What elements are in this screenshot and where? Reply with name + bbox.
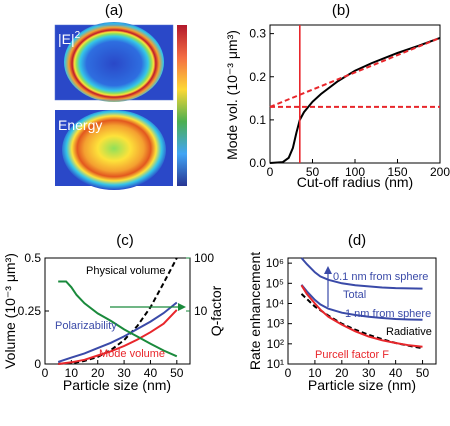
panel-d-xlabel: Particle size (nm) bbox=[308, 377, 416, 393]
c-series-3 bbox=[58, 280, 178, 358]
physical-volume-annotation: Physical volume bbox=[86, 265, 165, 277]
b-ytick-label: 0.1 bbox=[249, 113, 266, 127]
d-annotation-0-1nm: 0.1 nm from sphere bbox=[333, 271, 428, 283]
d-ytick-label: 10² bbox=[267, 337, 284, 351]
e-field-label: |E|2 bbox=[58, 30, 81, 47]
panel-d-lines bbox=[300, 257, 423, 350]
panel-d-label: (d) bbox=[348, 232, 366, 249]
c-ytick-label: 0.25 bbox=[18, 304, 42, 318]
panel-b-frame bbox=[269, 24, 441, 164]
c-xtick-label: 0 bbox=[42, 366, 49, 380]
panel-d: (d) 0 10 20 30 40 50 10¹ 10² 10³ 10⁴ 10⁵ 10⁶ 0.1 nm… bbox=[247, 232, 437, 393]
d-xtick-label: 30 bbox=[362, 366, 376, 380]
panel-d-ylabel: Rate enhancement bbox=[247, 252, 263, 370]
b-xtick-label: 50 bbox=[306, 165, 320, 179]
panel-c-label: (c) bbox=[116, 232, 134, 249]
c-ytick-label: 0.5 bbox=[24, 251, 41, 265]
panel-c: (c) 0 10 20 30 40 50 0 0.25 0.5 100 10 Physical vo… bbox=[2, 232, 224, 393]
d-xtick-label: 20 bbox=[335, 366, 349, 380]
q-factor-arrowhead bbox=[178, 303, 186, 311]
panel-c-ticks: 0 10 20 30 40 50 0 0.25 0.5 100 10 bbox=[18, 251, 215, 380]
mode-volume-annotation: Mode volume bbox=[99, 348, 165, 360]
b-series-1 bbox=[269, 36, 441, 108]
d-xtick-label: 10 bbox=[308, 366, 322, 380]
d-series-1 bbox=[300, 284, 423, 321]
d-annotation-radiative: Radiative bbox=[386, 326, 432, 338]
panel-a: (a) |E|2 Energy bbox=[54, 2, 187, 190]
c-xtick-label: 40 bbox=[144, 366, 158, 380]
c-y2tick-label: 100 bbox=[194, 251, 214, 265]
panel-b: (b) 0 50 100 150 200 0.0 0.1 0.2 0.3 Cut-off rad… bbox=[224, 2, 450, 190]
d-ytick-label: 10⁴ bbox=[265, 296, 284, 310]
e-field-hotspot bbox=[64, 22, 164, 102]
c-xtick-label: 50 bbox=[170, 366, 184, 380]
b-ytick-label: 0.2 bbox=[249, 70, 266, 84]
energy-label: Energy bbox=[58, 117, 102, 133]
d-xtick-label: 50 bbox=[416, 366, 430, 380]
polarizability-annotation: Polarizability bbox=[55, 320, 117, 332]
c-xtick-label: 30 bbox=[117, 366, 131, 380]
b-ytick-label: 0.0 bbox=[249, 156, 266, 170]
panel-b-ticks: 0 50 100 150 200 0.0 0.1 0.2 0.3 bbox=[249, 27, 450, 179]
panel-c-lines bbox=[57, 257, 178, 365]
e-field-map-frame bbox=[54, 24, 174, 101]
d-xtick-label: 40 bbox=[389, 366, 403, 380]
d-series-2 bbox=[300, 293, 423, 350]
d-ytick-label: 10¹ bbox=[267, 357, 284, 371]
panel-b-lines bbox=[269, 25, 441, 164]
panel-b-label: (b) bbox=[332, 2, 350, 19]
d-annotation-1nm: 1 nm from sphere bbox=[345, 308, 431, 320]
d-ytick-label: 10⁵ bbox=[266, 276, 284, 290]
c-y2tick-label: 10 bbox=[194, 304, 208, 318]
b-ytick-label: 0.3 bbox=[249, 27, 266, 41]
d-xtick-label: 0 bbox=[285, 366, 292, 380]
panel-d-ticks: 0 10 20 30 40 50 10¹ 10² 10³ 10⁴ 10⁵ 10⁶ bbox=[265, 256, 429, 380]
d-series-0 bbox=[300, 257, 423, 290]
d-ytick-label: 10³ bbox=[267, 317, 284, 331]
d-series-3 bbox=[300, 284, 423, 348]
c-ytick-label: 0 bbox=[34, 357, 41, 371]
b-xtick-label: 200 bbox=[430, 165, 450, 179]
c-series-2 bbox=[58, 309, 178, 365]
panel-c-ylabel: Volume (10⁻³ μm³) bbox=[2, 253, 18, 369]
c-xtick-label: 20 bbox=[91, 366, 105, 380]
energy-hotspot bbox=[62, 110, 166, 190]
b-xtick-label: 150 bbox=[387, 165, 407, 179]
b-series-0 bbox=[269, 36, 441, 164]
panel-b-ylabel: Mode vol. (10⁻³ μm³) bbox=[224, 30, 240, 160]
d-annotation-purcell: Purcell factor F bbox=[315, 349, 389, 361]
panel-b-xlabel: Cut-off radius (nm) bbox=[297, 174, 413, 190]
d-ytick-label: 10⁶ bbox=[266, 256, 284, 270]
panel-c-y2label: Q-factor bbox=[208, 285, 224, 336]
colorbar bbox=[177, 25, 187, 186]
c-series-1 bbox=[57, 301, 178, 363]
b-xtick-label: 100 bbox=[345, 165, 365, 179]
d-arrowhead bbox=[324, 266, 332, 274]
b-xtick-label: 0 bbox=[267, 165, 274, 179]
c-xtick-label: 10 bbox=[65, 366, 79, 380]
panel-c-xlabel: Particle size (nm) bbox=[63, 377, 171, 393]
panel-d-frame bbox=[287, 257, 437, 365]
d-annotation-total: Total bbox=[343, 289, 366, 301]
panel-a-label: (a) bbox=[105, 2, 123, 19]
